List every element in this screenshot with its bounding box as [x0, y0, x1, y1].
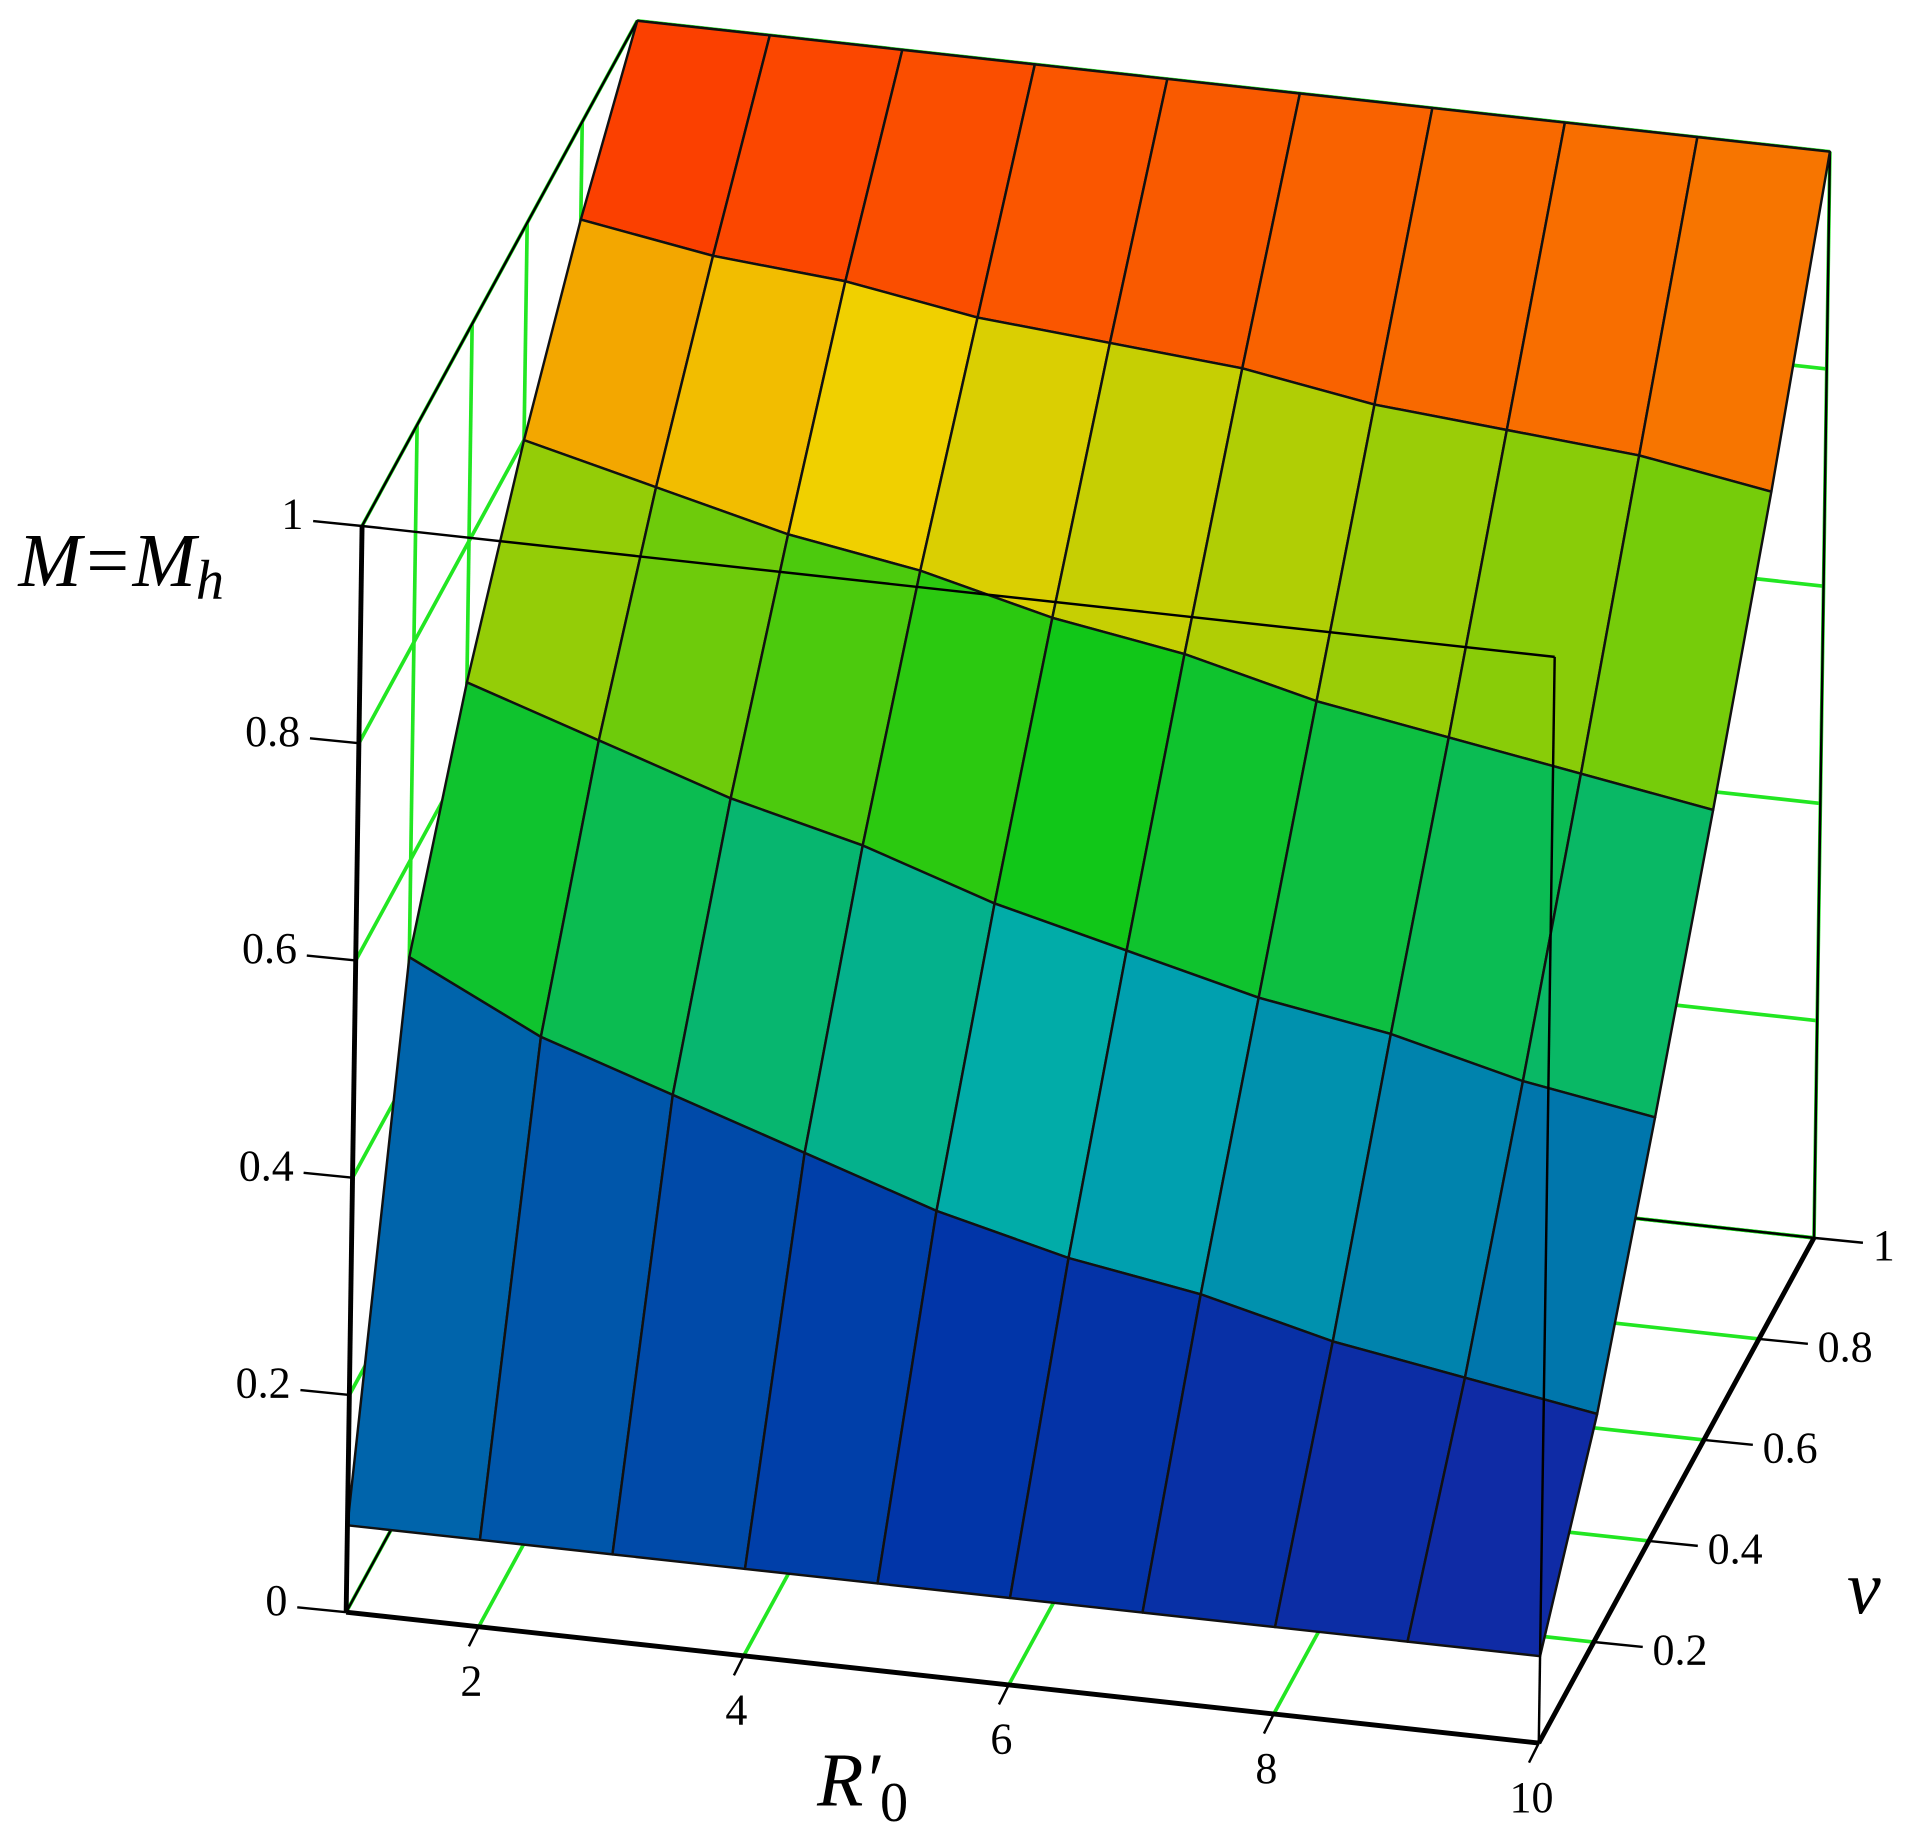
axis-line — [345, 1609, 1540, 1746]
y-tick — [1703, 1438, 1753, 1447]
x-tick — [1527, 1742, 1540, 1764]
z-axis-label: M=Mh — [17, 519, 224, 612]
y-tick-label: 1 — [1873, 1221, 1895, 1270]
z-tick — [297, 1606, 347, 1614]
y-tick-label: 0.2 — [1653, 1625, 1708, 1674]
x-tick-label: 6 — [990, 1715, 1012, 1764]
y-tick — [1813, 1236, 1864, 1244]
x-tick — [732, 1655, 745, 1676]
x-tick-label: 8 — [1255, 1744, 1277, 1793]
z-label-main: M=M — [17, 519, 199, 603]
y-tick — [1593, 1640, 1643, 1649]
x-tick-label: 4 — [725, 1686, 747, 1735]
y-tick — [1648, 1539, 1698, 1548]
z-label-sub: h — [196, 550, 224, 612]
surface-patch — [1406, 1376, 1599, 1658]
z-tick — [303, 1171, 353, 1179]
x-label-sub: 0 — [880, 1772, 908, 1829]
x-tick-label: 10 — [1509, 1773, 1553, 1822]
z-tick — [309, 737, 360, 745]
plot-area: 0 0.2 0.4 0.6 0.8 1 2 4 6 8 10 0.2 0.4 0.6 0.8 1 M=Mh R… — [17, 18, 1895, 1829]
box-edge — [1537, 656, 1556, 1744]
x-label-main: R′ — [816, 1739, 881, 1823]
surface — [346, 19, 1832, 1658]
z-tick — [300, 1388, 350, 1397]
z-tick-label: 0.4 — [239, 1141, 294, 1190]
z-tick — [313, 519, 363, 528]
y-tick-label: 0.4 — [1708, 1524, 1763, 1573]
box-edge — [1812, 151, 1832, 1238]
y-tick — [1758, 1337, 1809, 1346]
y-tick-label: 0.8 — [1818, 1322, 1873, 1371]
z-tick-label: 1 — [281, 490, 303, 539]
axis-line — [1536, 1236, 1817, 1745]
x-tick — [997, 1684, 1010, 1706]
x-tick — [1262, 1713, 1275, 1735]
z-tick-label: 0.2 — [236, 1359, 291, 1408]
z-tick-label: 0.8 — [245, 707, 300, 756]
x-axis-label: R′0 — [816, 1739, 908, 1829]
box-edge — [361, 524, 1555, 659]
x-tick-label: 2 — [460, 1657, 482, 1706]
x-tick — [467, 1626, 480, 1647]
z-tick — [306, 954, 356, 962]
z-tick-label: 0.6 — [242, 924, 297, 973]
z-tick-label: 0 — [265, 1576, 287, 1625]
y-axis-label: ν — [1847, 1547, 1881, 1631]
axis-line — [343, 525, 365, 1613]
y-tick-label: 0.6 — [1763, 1423, 1818, 1472]
box-edge — [360, 20, 639, 527]
front-layer: 0 0.2 0.4 0.6 0.8 1 2 4 6 8 10 0.2 0.4 0.6 0.8 1 — [236, 490, 1895, 1822]
